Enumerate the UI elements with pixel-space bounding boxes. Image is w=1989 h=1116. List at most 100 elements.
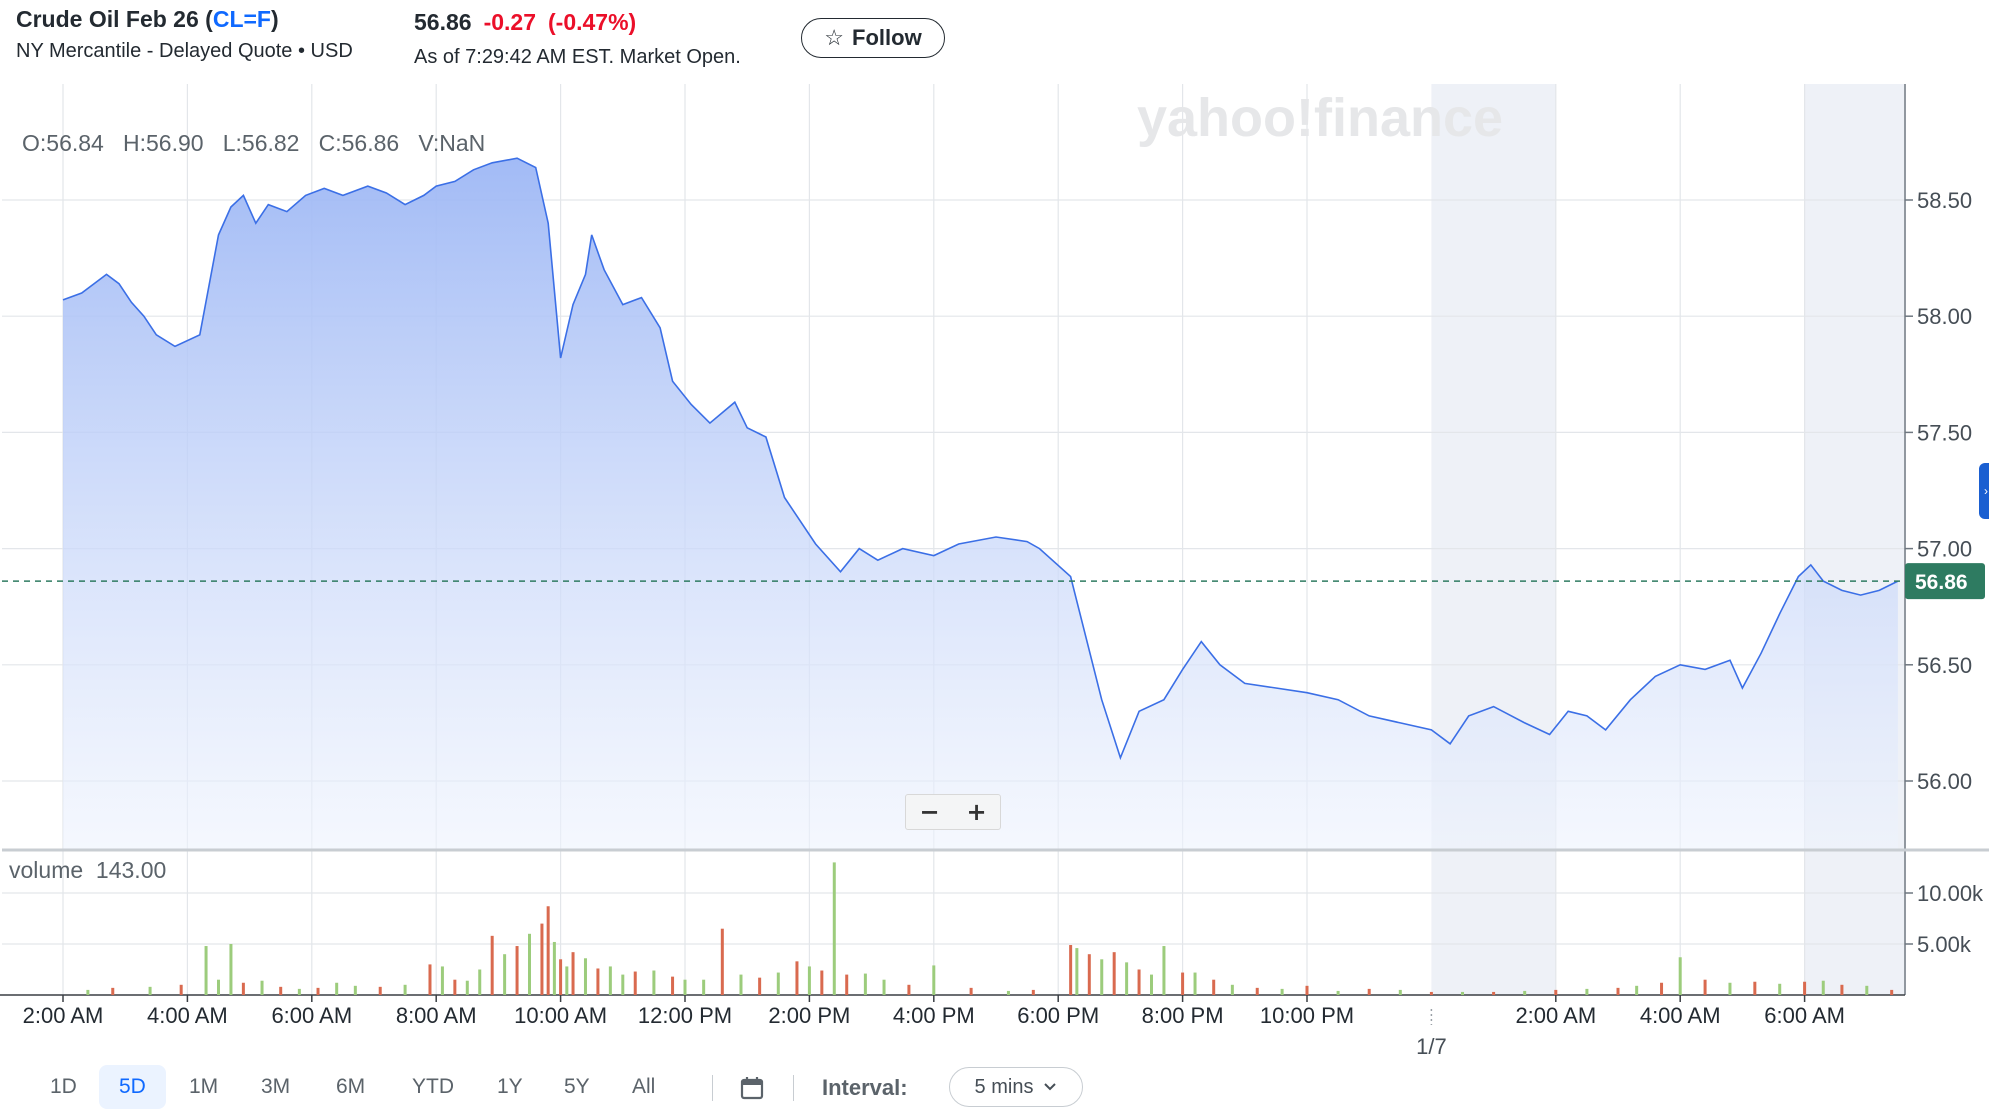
- volume-bar: [702, 979, 706, 995]
- volume-bar: [652, 970, 656, 995]
- volume-bar: [1137, 969, 1141, 995]
- volume-bar: [832, 862, 836, 995]
- volume-tick-label: 10.00k: [1917, 881, 1984, 906]
- price-change-percent: (-0.47%): [548, 9, 637, 35]
- instrument-title-end: ): [270, 6, 279, 32]
- interval-dropdown[interactable]: 5 mins: [949, 1067, 1083, 1107]
- exchange-info: NY Mercantile - Delayed Quote • USD: [16, 40, 353, 62]
- volume-bar: [1554, 989, 1558, 995]
- volume-bar: [1075, 948, 1079, 995]
- volume-bar: [1367, 988, 1371, 995]
- volume-bar: [86, 989, 90, 995]
- volume-bar: [1006, 990, 1010, 995]
- volume-bar: [1635, 985, 1639, 995]
- volume-bar: [863, 973, 867, 995]
- volume-bar: [478, 969, 482, 995]
- volume-bar: [335, 982, 339, 995]
- ohlcv-legend: O:56.84 H:56.90 L:56.82 C:56.86 V:NaN: [22, 130, 485, 156]
- volume-bar: [179, 984, 183, 995]
- range-1y[interactable]: 1Y: [497, 1075, 523, 1098]
- volume-bar: [845, 974, 849, 995]
- range-all[interactable]: All: [632, 1075, 656, 1098]
- zoom-controls: − +: [905, 794, 1001, 830]
- x-tick-label: 6:00 AM: [271, 1003, 352, 1028]
- x-tick-label: 1/7: [1416, 1034, 1447, 1059]
- volume-bar: [807, 966, 811, 995]
- volume-bar: [1585, 988, 1589, 995]
- price-chart[interactable]: 58.50 58.00 57.50 57.00 56.50 56.00 10.00k 5.00…: [0, 0, 1989, 1065]
- range-toolbar: 1D 5D 1M 3M 6M YTD 1Y 5Y All Interval: 5…: [0, 1065, 1989, 1113]
- volume-bar: [515, 946, 519, 995]
- x-tick-label: 4:00 AM: [1640, 1003, 1721, 1028]
- shaded-session: [1431, 84, 1556, 995]
- interval-label: Interval:: [822, 1075, 908, 1100]
- volume-bar: [1150, 974, 1153, 995]
- y-tick-label: 57.50: [1917, 420, 1972, 445]
- volume-bar: [217, 979, 220, 995]
- volume-bar: [1305, 985, 1309, 995]
- follow-button[interactable]: ☆ Follow: [801, 18, 945, 58]
- volume-bar: [1212, 979, 1216, 995]
- price-area: [63, 158, 1898, 850]
- calendar-icon[interactable]: [737, 1073, 767, 1103]
- range-ytd[interactable]: YTD: [412, 1075, 454, 1098]
- price-block: 56.86 -0.27 (-0.47%): [414, 9, 636, 36]
- yahoo-finance-watermark: yahoo!finance: [1137, 88, 1503, 148]
- ticker-symbol[interactable]: CL=F: [212, 6, 271, 32]
- price-line: [62, 157, 1899, 761]
- volume-bar: [490, 935, 494, 995]
- volume-bar: [932, 965, 936, 995]
- x-tick-label: 2:00 PM: [768, 1003, 850, 1028]
- volume-bar: [1865, 985, 1869, 995]
- volume-bar: [297, 988, 301, 995]
- instrument-title: Crude Oil Feb 26 (: [16, 6, 213, 32]
- volume-bar: [1280, 988, 1284, 995]
- volume-bar: [1678, 957, 1682, 995]
- x-tick-label: 8:00 PM: [1142, 1003, 1224, 1028]
- volume-bar: [546, 906, 550, 995]
- volume-bar: [378, 986, 382, 995]
- volume-bar: [316, 987, 320, 995]
- zoom-in-button[interactable]: +: [953, 795, 1000, 829]
- volume-bar: [907, 984, 911, 995]
- volume-bar: [758, 977, 762, 995]
- range-3m[interactable]: 3M: [261, 1075, 291, 1098]
- volume-bar: [739, 974, 743, 995]
- volume-bar: [1523, 990, 1527, 995]
- volume-bar: [571, 952, 575, 995]
- x-tick-label: 8:00 AM: [396, 1003, 477, 1028]
- instrument-name: Crude Oil Feb 26 (CL=F): [16, 6, 279, 33]
- toolbar-separator: [793, 1075, 794, 1101]
- volume-bar: [621, 974, 625, 995]
- range-1m[interactable]: 1M: [189, 1075, 219, 1098]
- y-tick-label: 58.50: [1917, 188, 1972, 213]
- volume-bar: [552, 941, 556, 995]
- range-5d[interactable]: 5D: [99, 1065, 166, 1109]
- volume-bar: [229, 944, 233, 995]
- toolbar-separator: [712, 1075, 713, 1101]
- volume-bar: [148, 986, 152, 995]
- volume-bar: [1492, 991, 1496, 995]
- range-1d[interactable]: 1D: [50, 1075, 77, 1098]
- volume-bar: [1728, 982, 1732, 995]
- x-tick-label: 6:00 AM: [1764, 1003, 1845, 1028]
- current-price-tag: 56.86: [1905, 563, 1985, 600]
- range-6m[interactable]: 6M: [336, 1075, 366, 1098]
- side-panel-toggle[interactable]: ›: [1979, 463, 1989, 519]
- volume-bar: [1821, 980, 1825, 995]
- quote-header: Crude Oil Feb 26 (CL=F) NY Mercantile - …: [0, 0, 1989, 84]
- volume-bar: [1778, 983, 1782, 995]
- volume-bar: [1336, 990, 1340, 995]
- volume-bar: [565, 966, 569, 995]
- last-price: 56.86: [414, 9, 472, 35]
- x-tick-label: 12:00 PM: [638, 1003, 732, 1028]
- star-icon: ☆: [824, 25, 845, 50]
- volume-bar: [204, 946, 208, 995]
- volume-bar: [1890, 989, 1894, 995]
- volume-bar: [403, 984, 407, 995]
- volume-bar: [820, 970, 824, 995]
- zoom-out-button[interactable]: −: [906, 795, 953, 829]
- y-tick-label: 57.00: [1917, 537, 1972, 562]
- x-tick-label: 10:00 AM: [514, 1003, 607, 1028]
- range-5y[interactable]: 5Y: [564, 1075, 590, 1098]
